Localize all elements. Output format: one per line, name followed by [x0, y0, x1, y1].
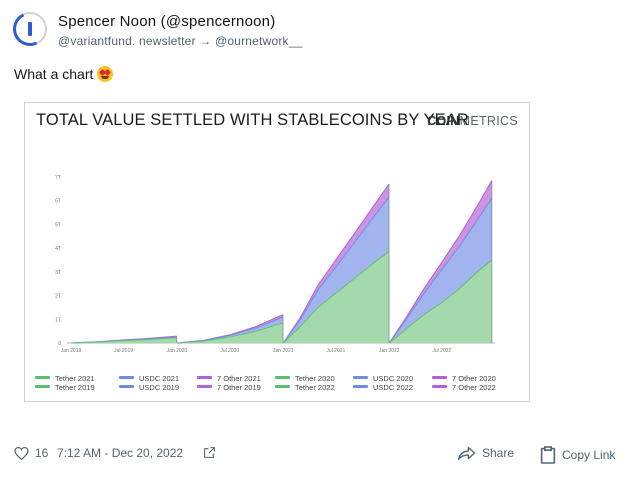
avatar-mark-icon [28, 22, 32, 36]
x-tick-label: Jul 2022 [432, 348, 451, 354]
legend-label: 7 Other 2022 [452, 383, 496, 392]
legend-swatch [119, 376, 134, 379]
legend-item: 7 Other 2019 [197, 383, 261, 392]
legend-label: 7 Other 2019 [217, 383, 261, 392]
heart-icon [14, 446, 29, 460]
chart-image[interactable]: TOTAL VALUE SETTLED WITH STABLECOINS BY … [24, 102, 530, 402]
y-tick-label: 7T [55, 175, 61, 181]
y-tick-label: 5T [55, 222, 61, 228]
legend-item: USDC 2022 [353, 383, 413, 392]
copy-link-button[interactable]: Copy Link [540, 446, 615, 464]
legend-item: USDC 2019 [119, 383, 179, 392]
tweet-timestamp[interactable]: 7:12 AM - Dec 20, 2022 [57, 446, 183, 460]
external-link-icon [204, 447, 215, 458]
timestamp-text: 7:12 AM - Dec 20, 2022 [57, 446, 184, 460]
share-arrow-icon [458, 446, 476, 460]
legend-swatch [275, 385, 290, 388]
author-name[interactable]: Spencer Noon (@spencernoon) [58, 13, 276, 30]
legend-item: 7 Other 2022 [432, 383, 496, 392]
legend-item: Tether 2019 [35, 383, 95, 392]
brand-logo-part: COIN [427, 114, 460, 128]
legend-label: 7 Other 2020 [452, 374, 496, 383]
copy-link-label: Copy Link [562, 448, 616, 462]
tweet-footer: 16 7:12 AM - Dec 20, 2022 Share Copy Lin… [14, 446, 624, 466]
legend-label: Tether 2019 [55, 383, 95, 392]
brand-logo: COINMETRICS [427, 114, 518, 128]
share-button[interactable]: Share [458, 446, 514, 460]
legend-label: 7 Other 2021 [217, 374, 261, 383]
y-tick-label: 0 [58, 341, 61, 347]
tweet-text: What a chart [14, 66, 114, 82]
open-external-button[interactable] [203, 446, 222, 459]
x-tick-label: Jul 2020 [220, 348, 239, 354]
share-label: Share [482, 446, 515, 460]
legend-item: USDC 2021 [119, 374, 179, 383]
line-tether-2022 [388, 259, 493, 344]
legend-item: Tether 2020 [275, 374, 335, 383]
legend-item: 7 Other 2021 [197, 374, 261, 383]
x-tick-label: Jul 2021 [326, 348, 345, 354]
avatar[interactable] [8, 7, 52, 51]
area-usdc-2021 [283, 197, 389, 343]
legend-swatch [432, 376, 447, 379]
y-tick-label: 1T [55, 317, 61, 323]
brand-logo-part: METRICS [459, 114, 518, 128]
legend-label: Tether 2021 [55, 374, 95, 383]
legend-item: Tether 2022 [275, 383, 335, 392]
legend-item: USDC 2020 [353, 374, 413, 383]
area-tether-2021 [283, 251, 389, 343]
legend-swatch [432, 385, 447, 388]
legend-item: Tether 2021 [35, 374, 95, 383]
legend-swatch [35, 385, 50, 388]
y-tick-label: 6T [55, 199, 61, 205]
line-tether-2019 [70, 337, 177, 344]
line-other-2022 [388, 180, 493, 344]
legend-label: USDC 2019 [139, 383, 180, 392]
line-tether-2020 [176, 322, 284, 344]
legend-swatch [197, 385, 212, 388]
line-tether-2021 [282, 251, 390, 344]
line-usdc-2021 [282, 196, 390, 344]
legend-label: USDC 2022 [373, 383, 414, 392]
x-tick-label: Jan 2020 [167, 348, 188, 354]
stablecoin-area-chart: 0 1T 2T 3T 4T 5T 6T 7T Jan 2019 Jul 2019 Jan 2020 J… [55, 175, 495, 354]
legend-item: 7 Other 2020 [432, 374, 496, 383]
y-tick-label: 4T [55, 246, 61, 252]
legend-swatch [353, 385, 368, 388]
author-bio: @variantfund. newsletter → @ournetwork__ [58, 34, 303, 48]
tweet-body: What a chart [14, 66, 94, 82]
legend-swatch [119, 385, 134, 388]
x-tick-label: Jan 2021 [273, 348, 294, 354]
legend-label: USDC 2020 [373, 374, 414, 383]
line-usdc-2022 [388, 197, 493, 344]
legend-label: Tether 2022 [295, 383, 335, 392]
x-tick-label: Jan 2019 [61, 348, 82, 354]
clipboard-icon [540, 446, 556, 464]
y-tick-label: 3T [55, 270, 61, 276]
x-tick-label: Jul 2019 [114, 348, 133, 354]
legend-label: USDC 2021 [139, 374, 180, 383]
legend-swatch [197, 376, 212, 379]
x-tick-label: Jan 2022 [379, 348, 400, 354]
line-other-2021 [282, 183, 390, 344]
area-tether-2020 [177, 322, 283, 343]
legend-swatch [275, 376, 290, 379]
star-struck-emoji-icon [97, 66, 114, 82]
legend-swatch [35, 376, 50, 379]
legend-label: Tether 2020 [295, 374, 335, 383]
area-tether-2019 [71, 337, 177, 343]
legend-swatch [353, 376, 368, 379]
chart-title: TOTAL VALUE SETTLED WITH STABLECOINS BY … [36, 111, 469, 129]
like-button[interactable]: 16 [14, 446, 48, 460]
like-count: 16 [35, 446, 49, 460]
y-tick-label: 2T [55, 294, 61, 300]
